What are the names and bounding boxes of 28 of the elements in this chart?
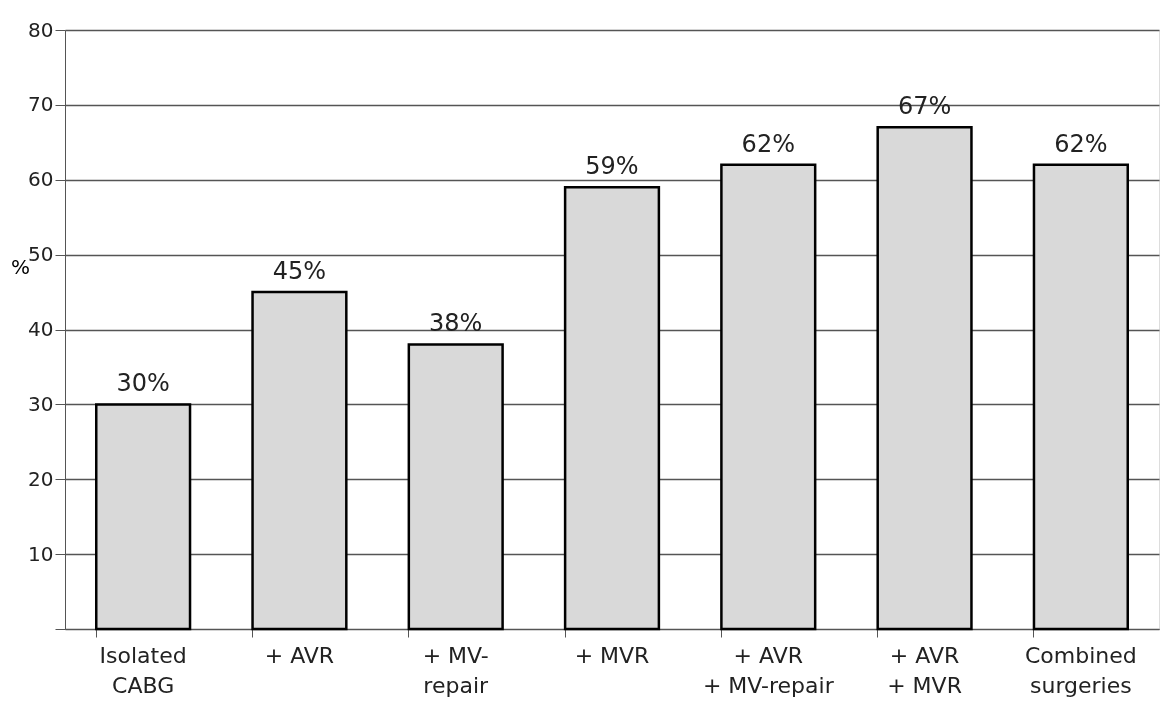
y-tick-label: 10 [28,541,54,566]
x-tick-label: + AVR [264,642,335,668]
bar [720,163,817,631]
bar [407,343,504,631]
data-label: 38% [429,309,483,338]
x-tick-label: + MV- repair [422,642,490,698]
bar [251,290,348,631]
x-tick-label: Combined surgeries [1024,642,1137,698]
data-label: 30% [116,369,170,398]
bar [563,185,661,631]
bar [95,403,192,631]
x-tick-label: + MVR [574,642,650,668]
y-tick-label: 30 [28,391,54,416]
data-label: 45% [272,257,327,286]
y-tick-label: 20 [28,466,54,491]
y-tick-label: 60 [28,167,54,192]
bar [1032,163,1129,631]
x-tick-label: Isolated CABG [99,642,187,698]
y-tick-label: 70 [28,92,54,117]
x-tick-label: + AVR + MVR [887,642,962,698]
data-label: 62% [741,129,795,158]
data-label: 62% [1054,129,1108,158]
y-tick-label: 50 [28,242,54,267]
data-label: 59% [585,152,639,181]
y-tick-label: 80 [28,17,54,42]
x-tick-label: + AVR + MV-repair [702,642,835,698]
y-tick-label: 40 [28,317,54,341]
bar [876,126,973,631]
